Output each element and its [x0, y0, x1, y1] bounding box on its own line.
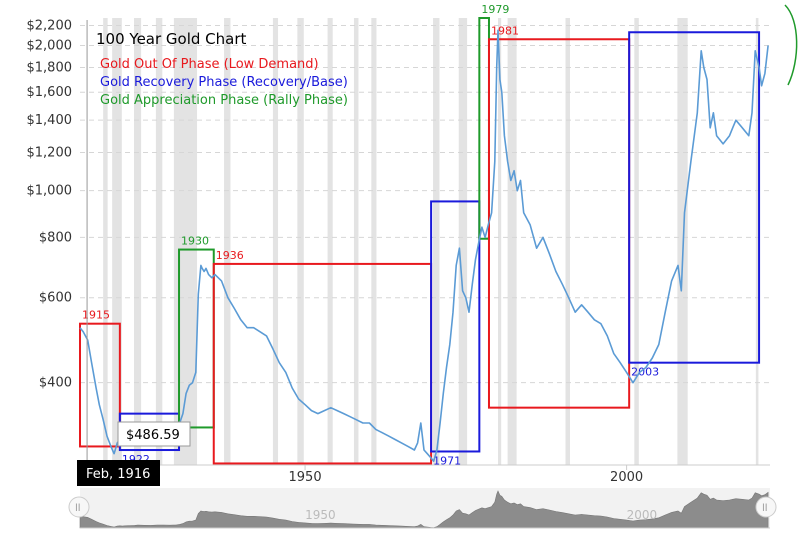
- recession-band-8: [327, 18, 333, 465]
- recession-band-11: [433, 18, 440, 465]
- hover-tooltip-box: [117, 421, 191, 447]
- gridlines: [80, 24, 770, 384]
- phase-box-1936: [212, 262, 433, 465]
- y-tick-label: $1,000: [27, 184, 73, 199]
- recession-band-7: [297, 18, 304, 465]
- phase-label-1930: 1930: [181, 235, 209, 248]
- recession-band-0: [103, 18, 108, 465]
- recession-band-2: [134, 18, 142, 465]
- y-tick-label: $2,200: [27, 18, 73, 33]
- date-flag: Feb, 1916: [77, 460, 160, 486]
- phase-box-1979: [478, 17, 490, 240]
- phase-box-2003: [628, 31, 761, 364]
- phase-label-1979: 1979: [481, 3, 509, 16]
- phase-label-1936: 1936: [216, 249, 244, 262]
- y-tick-label: $1,200: [27, 145, 73, 160]
- gold-price-line[interactable]: [79, 29, 769, 462]
- navigator-right-handle[interactable]: ll: [755, 496, 777, 518]
- navigator-label: 2000: [627, 508, 658, 522]
- offscreen-annotation-curve: [784, 4, 798, 86]
- y-tick-label: $1,600: [27, 85, 73, 100]
- legend-item: Gold Appreciation Phase (Rally Phase): [100, 93, 348, 108]
- y-tick-label: $1,400: [27, 113, 73, 128]
- legend: Gold Out Of Phase (Low Demand) Gold Recov…: [100, 57, 348, 108]
- left-handle-circle[interactable]: [68, 496, 90, 518]
- recession-band-10: [371, 18, 377, 465]
- y-axis: $400 $600 $800 $1,000 $1,200 $1,400 $1,600 $1,8…: [27, 18, 73, 390]
- navigator-area: [79, 490, 769, 529]
- phase-label-1971: 1971: [433, 454, 461, 467]
- recession-band-3: [155, 18, 163, 465]
- y-tick-label: $2,000: [27, 38, 73, 53]
- recession-bands: [103, 18, 759, 465]
- hover-date: Feb, 1916: [86, 467, 150, 482]
- recession-band-1: [112, 18, 122, 465]
- recession-band-15: [565, 18, 571, 465]
- hover-tooltip: $486.59: [117, 421, 191, 447]
- y-tick-label: $600: [39, 291, 72, 306]
- recession-band-9: [353, 18, 359, 465]
- recession-band-16: [634, 18, 639, 465]
- y-tick-label: $800: [39, 230, 72, 245]
- phase-box-1915: [79, 322, 121, 448]
- navigator-label: 1950: [305, 508, 336, 522]
- x-tick-label: 1950: [289, 470, 322, 485]
- phase-label-1981: 1981: [491, 24, 519, 37]
- y-tick-label: $400: [39, 376, 72, 391]
- date-flag-box: [77, 460, 160, 486]
- x-axis: 1950 2000: [289, 465, 643, 485]
- recession-band-5: [224, 18, 231, 465]
- recession-band-14: [507, 18, 517, 465]
- chart-title: 100 Year Gold Chart: [96, 30, 247, 48]
- phase-box-1971: [430, 200, 481, 453]
- legend-item: Gold Out Of Phase (Low Demand): [100, 57, 319, 72]
- right-handle-grip: ll: [762, 503, 768, 514]
- y-tick-label: $1,800: [27, 61, 73, 76]
- right-handle-circle[interactable]: [755, 496, 777, 518]
- navigator-labels: 1950 2000: [305, 508, 657, 522]
- left-handle-grip: ll: [75, 503, 81, 514]
- navigator-left-handle[interactable]: ll: [68, 496, 90, 518]
- recession-band-18: [755, 18, 759, 465]
- x-tick-label: 2000: [610, 470, 643, 485]
- recession-band-6: [272, 18, 279, 465]
- navigator[interactable]: 1950 2000 ll ll: [68, 488, 777, 529]
- recession-band-12: [458, 18, 468, 465]
- hover-value: $486.59: [126, 428, 180, 443]
- recession-band-13: [497, 18, 502, 465]
- phase-label-1915: 1915: [82, 309, 110, 322]
- legend-item: Gold Recovery Phase (Recovery/Base): [100, 75, 348, 90]
